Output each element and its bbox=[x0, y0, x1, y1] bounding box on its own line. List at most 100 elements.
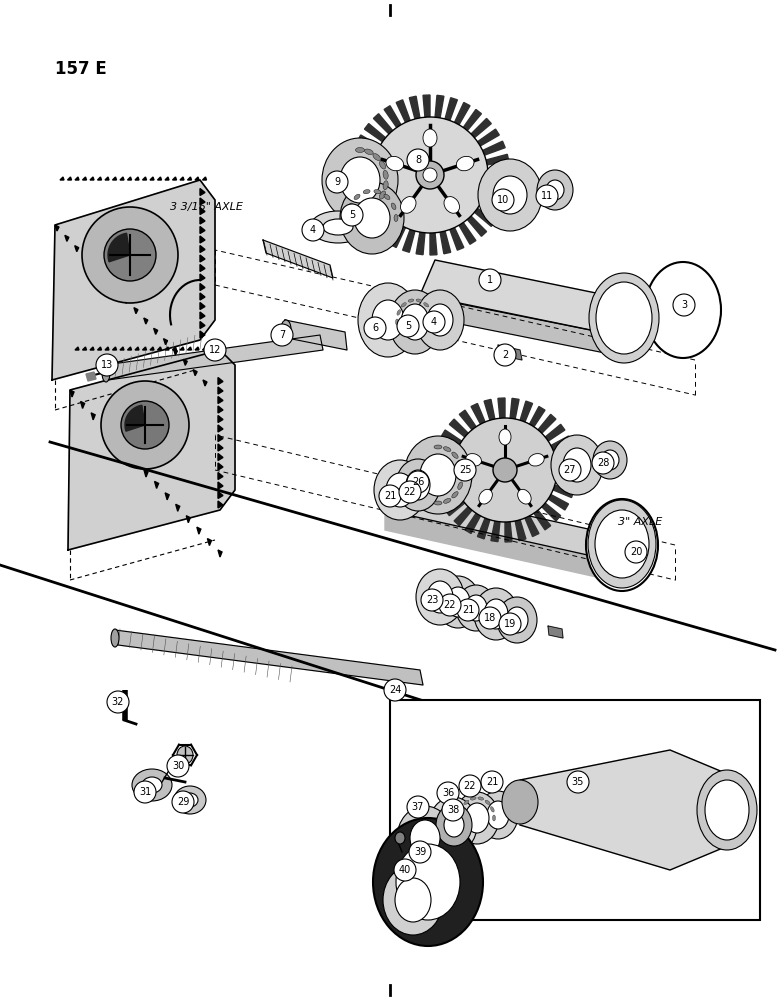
Ellipse shape bbox=[497, 597, 537, 643]
Ellipse shape bbox=[434, 445, 442, 449]
Polygon shape bbox=[384, 106, 401, 127]
Ellipse shape bbox=[427, 304, 453, 336]
Ellipse shape bbox=[705, 780, 749, 840]
Ellipse shape bbox=[586, 499, 658, 591]
Ellipse shape bbox=[392, 203, 396, 210]
Ellipse shape bbox=[397, 310, 401, 315]
Text: 38: 38 bbox=[447, 805, 459, 815]
Polygon shape bbox=[350, 175, 372, 182]
Polygon shape bbox=[351, 185, 374, 196]
Polygon shape bbox=[218, 501, 223, 508]
Polygon shape bbox=[445, 98, 457, 120]
Ellipse shape bbox=[427, 581, 453, 613]
Polygon shape bbox=[200, 312, 205, 319]
Ellipse shape bbox=[491, 807, 495, 812]
Circle shape bbox=[121, 401, 169, 449]
Polygon shape bbox=[520, 401, 533, 422]
Ellipse shape bbox=[485, 800, 490, 805]
Text: 12: 12 bbox=[209, 345, 222, 355]
Polygon shape bbox=[474, 208, 495, 226]
Ellipse shape bbox=[645, 262, 721, 358]
Text: 23: 23 bbox=[426, 595, 438, 605]
Polygon shape bbox=[98, 177, 101, 180]
Circle shape bbox=[673, 294, 695, 316]
Polygon shape bbox=[65, 235, 69, 241]
Polygon shape bbox=[530, 407, 545, 427]
Ellipse shape bbox=[383, 865, 443, 935]
Ellipse shape bbox=[396, 459, 440, 511]
Polygon shape bbox=[200, 227, 205, 233]
Polygon shape bbox=[415, 295, 615, 355]
Text: 2: 2 bbox=[502, 350, 508, 360]
Polygon shape bbox=[173, 349, 177, 355]
Ellipse shape bbox=[363, 190, 370, 194]
Ellipse shape bbox=[458, 482, 463, 489]
Ellipse shape bbox=[400, 197, 416, 213]
Polygon shape bbox=[114, 287, 119, 293]
Polygon shape bbox=[218, 406, 223, 413]
Polygon shape bbox=[510, 398, 519, 419]
Polygon shape bbox=[471, 403, 485, 424]
Polygon shape bbox=[480, 200, 502, 215]
Polygon shape bbox=[385, 510, 610, 580]
Polygon shape bbox=[360, 204, 382, 221]
Polygon shape bbox=[200, 255, 205, 262]
Polygon shape bbox=[83, 177, 87, 180]
Circle shape bbox=[421, 589, 443, 611]
Circle shape bbox=[481, 771, 503, 793]
Polygon shape bbox=[218, 473, 223, 480]
Polygon shape bbox=[150, 177, 154, 180]
Polygon shape bbox=[207, 539, 211, 546]
Ellipse shape bbox=[459, 815, 462, 821]
Ellipse shape bbox=[596, 282, 652, 354]
Polygon shape bbox=[83, 347, 87, 350]
Ellipse shape bbox=[551, 435, 603, 495]
Polygon shape bbox=[135, 347, 139, 350]
Polygon shape bbox=[164, 339, 168, 345]
Ellipse shape bbox=[340, 157, 380, 203]
Polygon shape bbox=[484, 399, 495, 420]
Circle shape bbox=[407, 471, 429, 493]
Polygon shape bbox=[68, 350, 235, 550]
Text: 37: 37 bbox=[412, 802, 424, 812]
Circle shape bbox=[625, 541, 647, 563]
Ellipse shape bbox=[506, 607, 528, 633]
Text: 8: 8 bbox=[415, 155, 421, 165]
Ellipse shape bbox=[323, 219, 353, 235]
Polygon shape bbox=[144, 470, 148, 477]
Ellipse shape bbox=[111, 629, 119, 647]
Ellipse shape bbox=[499, 429, 511, 445]
Ellipse shape bbox=[373, 200, 381, 206]
Text: 9: 9 bbox=[334, 177, 340, 187]
Polygon shape bbox=[364, 124, 385, 142]
Circle shape bbox=[592, 452, 614, 474]
Polygon shape bbox=[488, 180, 509, 189]
Circle shape bbox=[397, 315, 419, 337]
Ellipse shape bbox=[364, 149, 373, 155]
Polygon shape bbox=[218, 387, 223, 394]
Ellipse shape bbox=[358, 283, 418, 357]
Text: 27: 27 bbox=[564, 465, 576, 475]
Polygon shape bbox=[218, 550, 222, 557]
Circle shape bbox=[423, 311, 445, 333]
Ellipse shape bbox=[354, 194, 360, 200]
Polygon shape bbox=[91, 413, 95, 420]
Circle shape bbox=[379, 485, 401, 507]
Ellipse shape bbox=[424, 303, 429, 307]
Polygon shape bbox=[105, 177, 109, 180]
Text: 20: 20 bbox=[629, 547, 642, 557]
Ellipse shape bbox=[456, 156, 474, 171]
Polygon shape bbox=[467, 216, 487, 236]
Polygon shape bbox=[200, 188, 205, 196]
Circle shape bbox=[204, 339, 226, 361]
Polygon shape bbox=[200, 284, 205, 290]
Circle shape bbox=[341, 204, 363, 226]
Ellipse shape bbox=[440, 809, 466, 841]
Polygon shape bbox=[75, 347, 79, 350]
Ellipse shape bbox=[588, 500, 656, 588]
Text: 21: 21 bbox=[462, 605, 474, 615]
Text: 7: 7 bbox=[279, 330, 285, 340]
Polygon shape bbox=[416, 232, 425, 255]
Text: 36: 36 bbox=[442, 788, 454, 798]
Ellipse shape bbox=[595, 510, 649, 578]
